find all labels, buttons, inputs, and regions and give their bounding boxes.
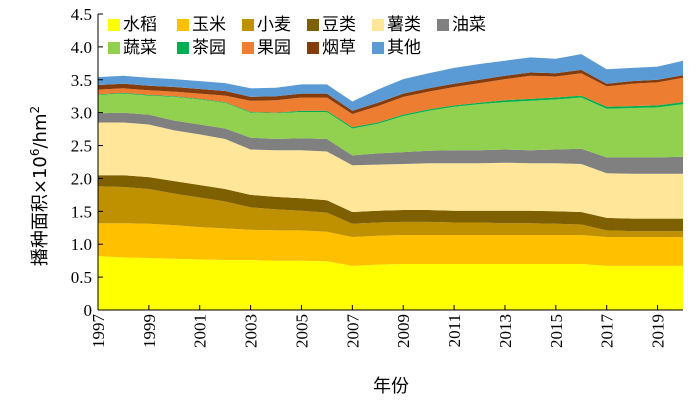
area-series-9 bbox=[98, 73, 683, 128]
x-tick-label: 2019 bbox=[649, 314, 668, 348]
y-tick-label: 1.5 bbox=[71, 202, 92, 221]
y-tick-label: 2.5 bbox=[71, 137, 92, 156]
legend-swatch bbox=[108, 42, 120, 54]
x-tick-label: 2007 bbox=[343, 314, 362, 349]
y-axis-title: 播种面积×106/hm2 bbox=[28, 106, 51, 266]
x-tick-label: 2003 bbox=[242, 314, 261, 348]
y-axis-title-unit: /hm bbox=[30, 113, 51, 148]
legend-label: 烟草 bbox=[322, 38, 356, 58]
legend-swatch bbox=[242, 42, 254, 54]
area-series-11 bbox=[98, 54, 683, 111]
y-tick-label: 4.5 bbox=[71, 5, 92, 24]
legend-label: 蔬菜 bbox=[123, 38, 157, 58]
x-axis-title: 年份 bbox=[373, 376, 409, 397]
y-tick-label: 2.0 bbox=[71, 169, 92, 188]
legend-label: 玉米 bbox=[192, 15, 226, 35]
y-axis-title-main: 播种面积×10 bbox=[30, 156, 51, 266]
x-tick-label: 1999 bbox=[140, 314, 159, 348]
legend-swatch bbox=[242, 19, 254, 31]
y-tick-label: 3.0 bbox=[71, 104, 92, 123]
y-tick-label: 0.5 bbox=[71, 268, 92, 287]
x-tick-label: 2011 bbox=[445, 314, 464, 347]
x-tick-label: 2015 bbox=[547, 314, 566, 348]
area-series-10 bbox=[98, 69, 683, 114]
area-series-7 bbox=[98, 93, 683, 158]
area-series-4 bbox=[98, 175, 683, 232]
legend-label: 茶园 bbox=[192, 38, 226, 58]
axes bbox=[97, 14, 683, 311]
area-series-1 bbox=[98, 256, 683, 310]
area-series-6 bbox=[98, 112, 683, 174]
legend-label: 油菜 bbox=[452, 15, 486, 35]
legend-label: 水稻 bbox=[123, 15, 157, 35]
legend-label: 薯类 bbox=[387, 15, 421, 35]
legend-label: 豆类 bbox=[322, 15, 356, 35]
area-series-2 bbox=[98, 223, 683, 266]
legend-swatch bbox=[177, 42, 189, 54]
legend-swatch bbox=[177, 19, 189, 31]
y-axis-title-unit-exp: 2 bbox=[28, 106, 42, 114]
x-tick-label: 2005 bbox=[292, 314, 311, 348]
x-ticks: 1997 1999 2001 2003 2005 2007 2009 2011 2013 2015… bbox=[89, 305, 668, 348]
y-tick-label: 4.0 bbox=[71, 38, 92, 57]
y-ticks: 0 0.5 1.0 1.5 2.0 2.5 3.0 3.5 4.0 4.5 bbox=[71, 5, 103, 320]
legend-swatch bbox=[372, 42, 384, 54]
area-series-5 bbox=[98, 122, 683, 219]
area-layer bbox=[98, 54, 683, 310]
legend-swatch bbox=[108, 19, 120, 31]
y-tick-label: 1.0 bbox=[71, 235, 92, 254]
x-tick-label: 1997 bbox=[89, 314, 108, 349]
y-tick-label: 0 bbox=[84, 301, 93, 320]
legend-swatch bbox=[307, 19, 319, 31]
x-tick-label: 2013 bbox=[496, 314, 515, 348]
x-tick-label: 2017 bbox=[598, 314, 617, 349]
legend-label: 其他 bbox=[387, 38, 421, 58]
y-tick-label: 3.5 bbox=[71, 71, 92, 90]
legend-label: 小麦 bbox=[257, 15, 291, 35]
legend-swatch bbox=[372, 19, 384, 31]
area-series-3 bbox=[98, 186, 683, 237]
legend-swatch bbox=[437, 19, 449, 31]
legend-swatch bbox=[307, 42, 319, 54]
x-tick-label: 2001 bbox=[191, 314, 210, 348]
y-axis-title-exp: 6 bbox=[28, 149, 42, 157]
legend-label: 果园 bbox=[257, 38, 291, 58]
x-tick-label: 2009 bbox=[394, 314, 413, 348]
